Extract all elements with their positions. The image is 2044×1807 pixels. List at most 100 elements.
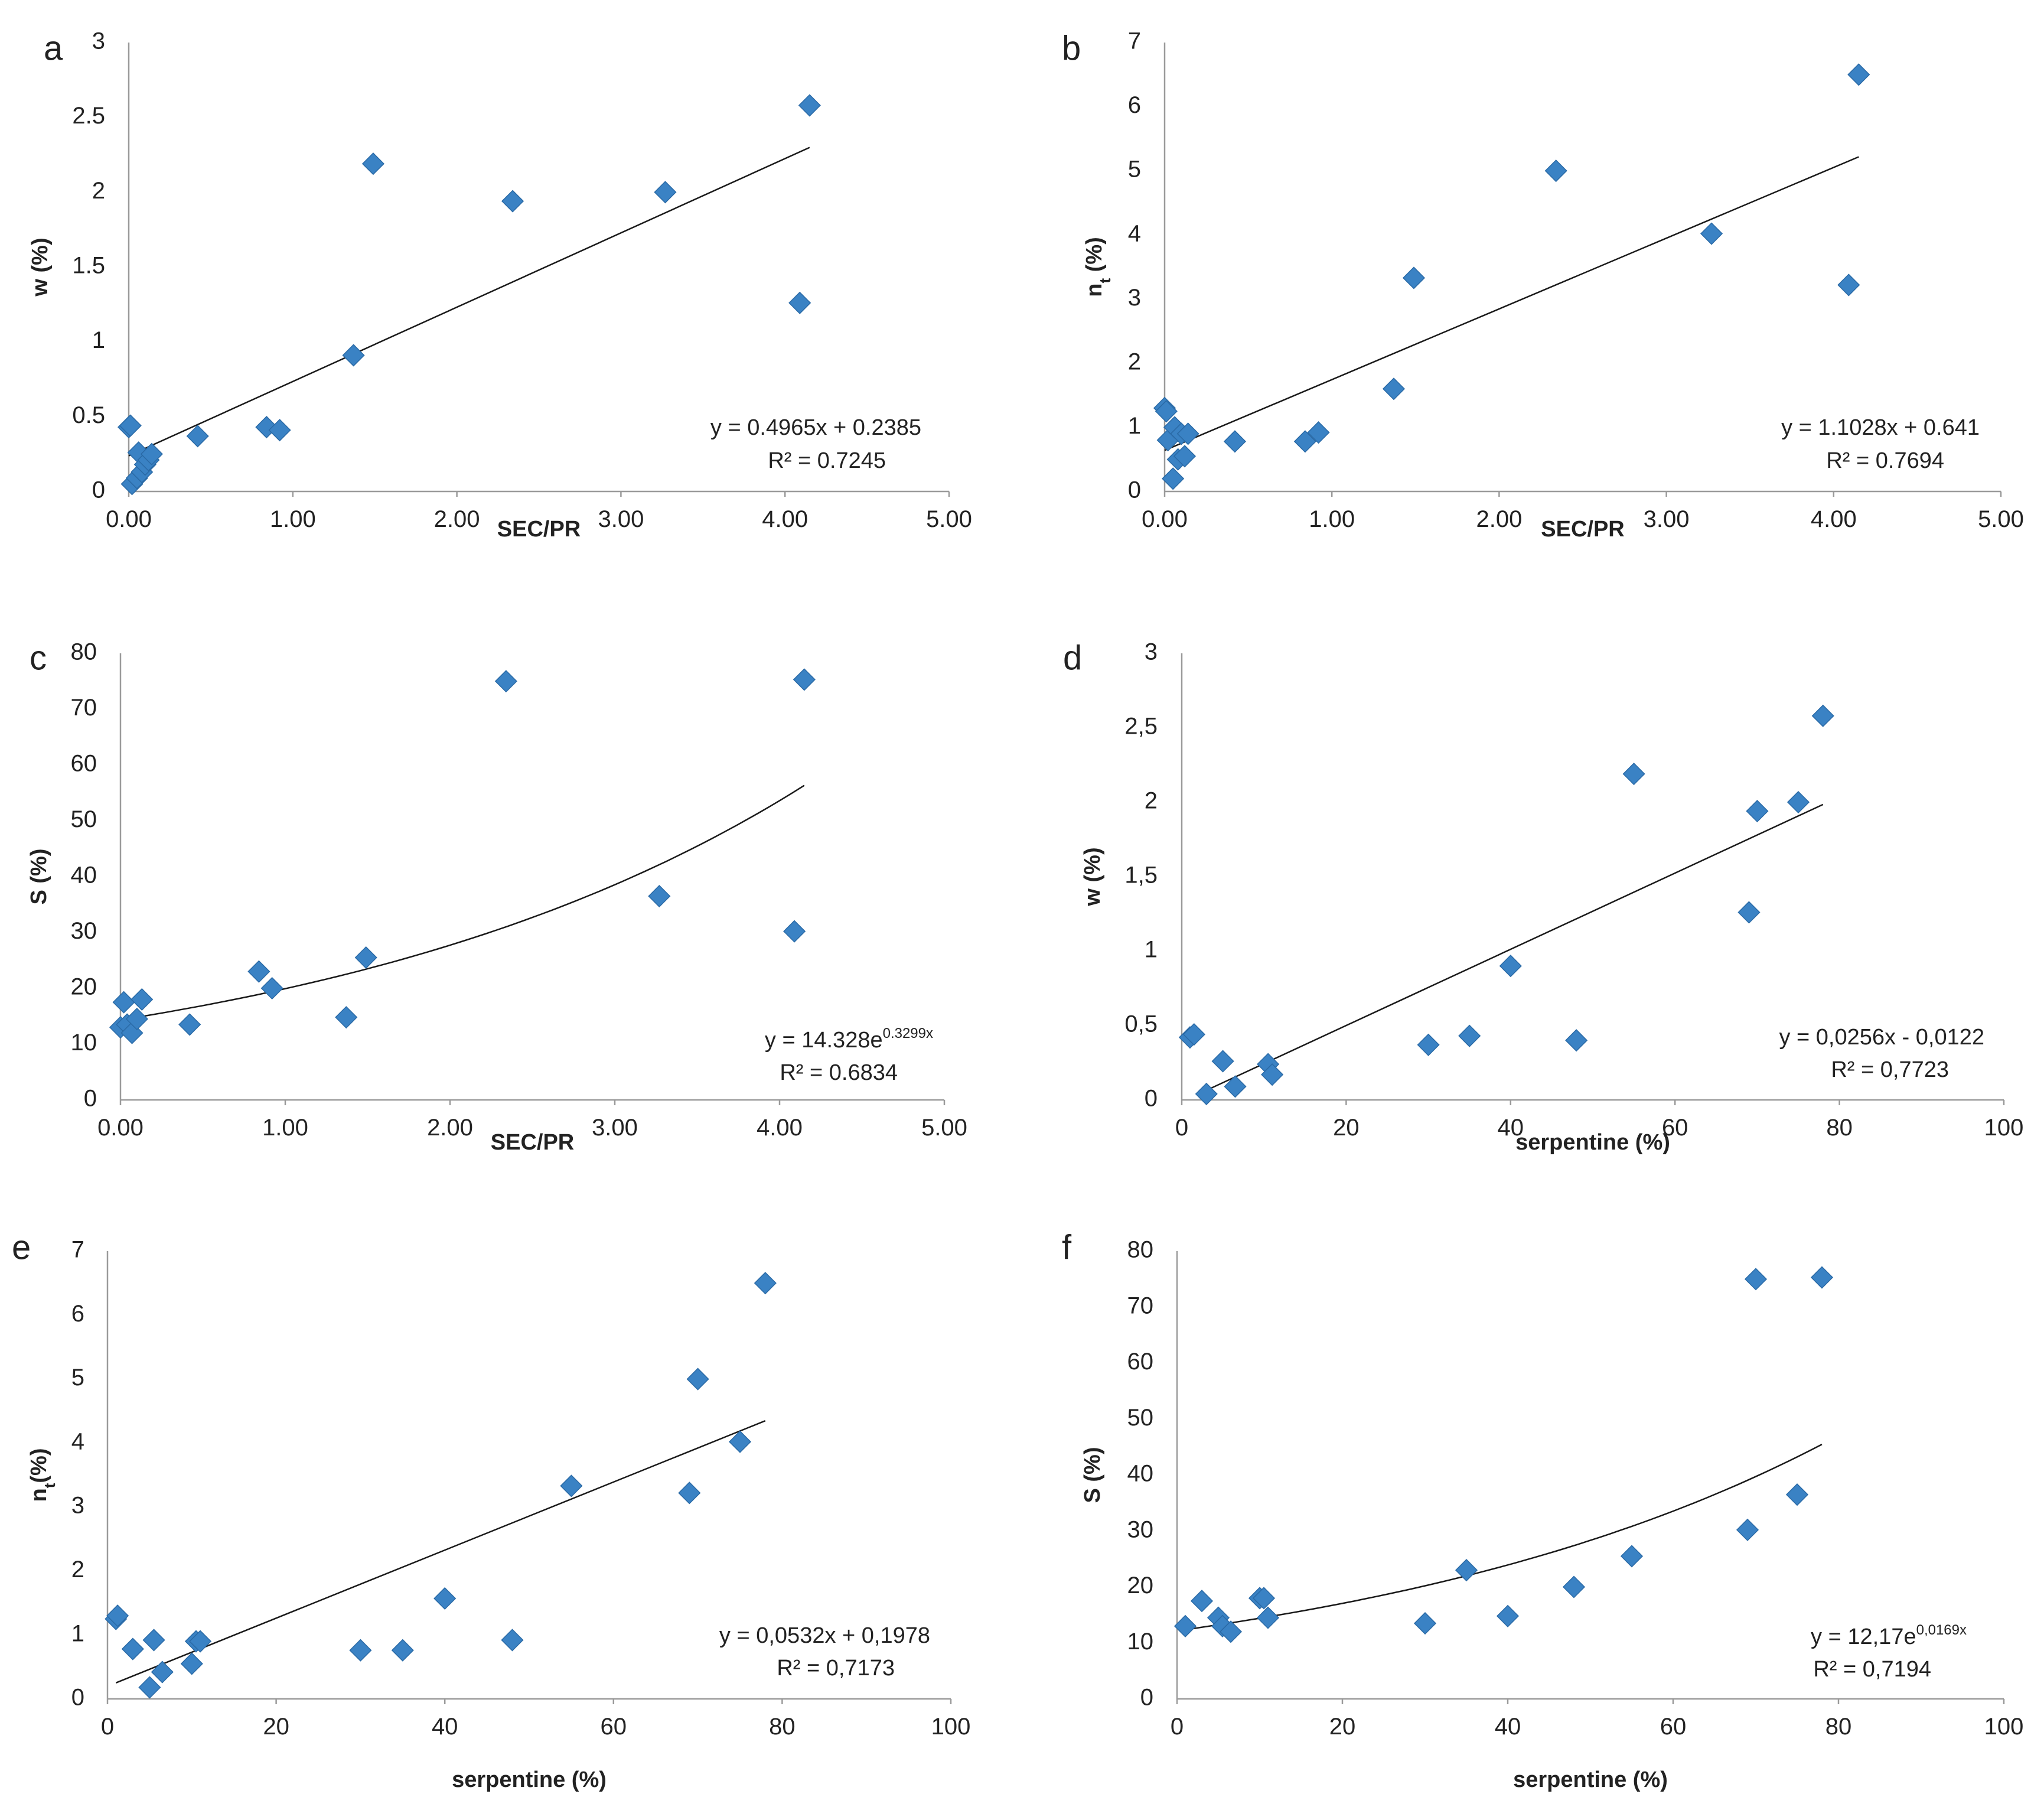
data-point	[1810, 1266, 1834, 1289]
trend-equation: y = 14.328e0.3299x	[765, 1025, 933, 1053]
data-point	[501, 1629, 524, 1652]
x-tick-label: 4.00	[762, 506, 808, 532]
y-tick-label: 0.5	[72, 402, 105, 428]
data-point	[1620, 1545, 1644, 1568]
x-tick-label: 100	[1984, 1115, 2024, 1141]
data-point	[125, 1007, 148, 1031]
data-point	[1211, 1050, 1234, 1073]
x-tick-label: 2.00	[427, 1115, 473, 1141]
data-point	[433, 1587, 457, 1610]
x-axis-label: SEC/PR	[497, 517, 581, 542]
x-tick-label: 0	[101, 1714, 114, 1740]
x-tick-label: 0	[1171, 1714, 1184, 1740]
data-point	[119, 414, 142, 437]
y-tick-label: 10	[71, 1030, 97, 1056]
y-tick-label: 6	[1128, 92, 1141, 118]
x-tick-label: 3.00	[598, 506, 644, 532]
y-tick-label: 30	[1127, 1516, 1154, 1542]
data-point	[1162, 467, 1185, 490]
data-point	[783, 920, 806, 943]
x-axis-label: serpentine (%)	[1513, 1767, 1668, 1792]
data-point	[1565, 1029, 1588, 1052]
data-point	[1417, 1033, 1440, 1056]
data-point	[260, 976, 283, 1000]
y-axis-label: nt(%)	[27, 1448, 58, 1502]
panel-letter: c	[30, 639, 47, 677]
y-tick-label: 2	[1145, 788, 1158, 814]
data-point	[342, 344, 365, 367]
data-point	[121, 1637, 144, 1661]
y-axis-label: S (%)	[1080, 1447, 1105, 1503]
x-tick-label: 3.00	[592, 1115, 638, 1141]
chart-panel-f: f 0 10 20 30 40 50 60 70 80 0 20 40 60 80 100 serpentine…	[1062, 1228, 2023, 1792]
x-axis-label: SEC/PR	[491, 1130, 574, 1155]
x-tick-label: 80	[1825, 1714, 1852, 1740]
data-point	[142, 1629, 165, 1652]
x-tick-label: 100	[931, 1714, 971, 1740]
data-point	[686, 1368, 709, 1391]
y-tick-label: 0	[84, 1086, 97, 1112]
y-tick-label: 0	[1140, 1685, 1153, 1711]
data-point	[1736, 1518, 1759, 1541]
trendline	[120, 784, 805, 1021]
x-tick-label: 5.00	[926, 506, 972, 532]
data-point	[501, 190, 524, 213]
x-tick-label: 40	[1495, 1714, 1521, 1740]
data-point	[793, 668, 816, 691]
y-tick-label: 2,5	[1124, 714, 1158, 740]
y-tick-label: 2	[92, 178, 105, 204]
data-point	[1496, 1604, 1520, 1627]
data-point	[1785, 1483, 1809, 1506]
data-point	[1256, 1606, 1280, 1629]
data-point	[138, 1676, 161, 1699]
trend-equation: y = 0.4965x + 0.2385	[710, 415, 921, 440]
y-tick-label: 3	[92, 28, 105, 54]
data-point	[1837, 274, 1860, 297]
r-squared: R² = 0,7173	[777, 1656, 895, 1681]
y-axis-label: nt (%)	[1082, 237, 1114, 297]
data-point	[1544, 159, 1567, 183]
y-axis-label: w (%)	[28, 237, 53, 297]
y-tick-label: 60	[71, 751, 97, 777]
trendline	[1185, 1443, 1823, 1630]
panel-letter: e	[12, 1228, 31, 1266]
data-point	[1182, 1023, 1205, 1046]
y-axis-label: w (%)	[1080, 847, 1105, 906]
y-tick-label: 7	[71, 1237, 84, 1263]
x-axis-label: SEC/PR	[1541, 517, 1624, 542]
data-point	[354, 946, 377, 969]
data-point	[268, 419, 291, 442]
x-axis-label: serpentine (%)	[1515, 1130, 1670, 1155]
y-tick-label: 1	[1128, 413, 1141, 439]
y-tick-label: 20	[71, 974, 97, 1000]
data-point	[1562, 1575, 1586, 1598]
data-point	[1176, 422, 1199, 445]
data-point	[1293, 430, 1316, 453]
data-point	[1746, 800, 1769, 823]
y-tick-label: 0	[92, 477, 105, 503]
x-tick-label: 60	[1662, 1115, 1688, 1141]
data-point	[788, 291, 811, 314]
chart-panel-e: e 0 1 2 3 4 5 6 7 0 20 40 60 80 100 serpentine (%) nt(%)…	[12, 1228, 970, 1792]
x-tick-label: 80	[1826, 1115, 1853, 1141]
x-tick-label: 1.00	[262, 1115, 308, 1141]
r-squared: R² = 0.7245	[768, 448, 886, 473]
r-squared: R² = 0,7194	[1813, 1657, 1931, 1682]
r-squared: R² = 0,7723	[1831, 1057, 1949, 1082]
x-tick-label: 20	[1333, 1115, 1360, 1141]
data-point	[1499, 955, 1522, 978]
y-axis-label: S (%)	[27, 849, 51, 905]
x-tick-label: 60	[1660, 1714, 1687, 1740]
x-tick-label: 4.00	[757, 1115, 803, 1141]
y-tick-label: 60	[1127, 1349, 1154, 1375]
x-tick-label: 40	[432, 1714, 458, 1740]
y-tick-label: 1.5	[72, 253, 105, 279]
x-tick-label: 5.00	[1978, 506, 2024, 532]
x-axis-label: serpentine (%)	[452, 1767, 607, 1792]
data-point	[391, 1639, 414, 1662]
y-tick-label: 1	[71, 1620, 84, 1646]
y-tick-label: 0	[71, 1685, 84, 1711]
chart-panel-d: d 0 0,5 1 1,5 2 2,5 3 0 20 40 60 80 100 serpentine (%)…	[1063, 639, 2023, 1155]
data-point	[131, 988, 154, 1011]
trendline	[1199, 803, 1824, 1095]
